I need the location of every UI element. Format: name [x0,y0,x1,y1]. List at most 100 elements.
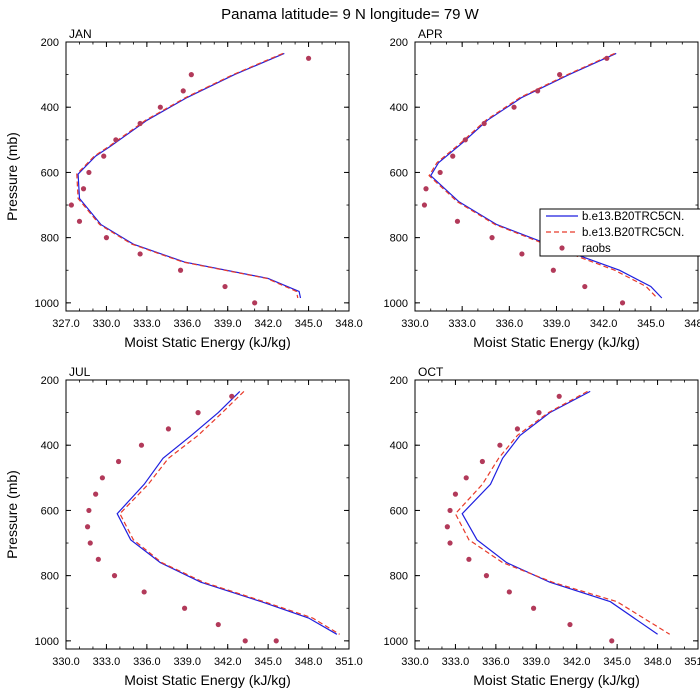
x-tick-label: 351.0 [335,656,363,668]
x-tick-label: 327.0 [52,318,80,330]
y-tick-label: 200 [41,375,59,387]
raobs-point [481,120,487,127]
raobs-point [483,573,490,579]
raobs-point [111,573,118,579]
y-tick-label: 400 [390,440,408,452]
raobs-point [80,186,87,192]
series-line-model1 [77,52,302,299]
x-tick-label: 336.0 [133,656,161,668]
x-tick-label: 342.0 [563,656,591,668]
legend-label-raobs: raobs [582,243,611,255]
raobs-point [604,55,610,61]
raobs-point [101,153,107,159]
raobs-point [619,300,626,306]
y-tick-label: 600 [390,167,408,179]
y-tick-label: 200 [390,375,408,387]
panel-label: OCT [418,365,444,379]
x-tick-label: 348.0 [295,656,323,668]
y-tick-label: 400 [41,440,59,452]
x-tick-label: 333.0 [448,318,476,330]
raobs-point [86,169,92,176]
series-line-model2 [119,390,340,635]
x-tick-label: 345.0 [295,318,323,330]
y-tick-label: 1000 [35,636,59,648]
legend-swatch-raobs [559,245,565,251]
x-tick-label: 330.0 [401,656,429,668]
x-tick-label: 348.0 [644,656,672,668]
raobs-point [252,300,258,306]
series-line-model2 [428,52,658,299]
x-tick-label: 333.0 [442,656,470,668]
plot-frame [414,379,699,650]
y-tick-label: 400 [390,102,408,114]
raobs-point [582,283,588,290]
raobs-point [462,137,468,143]
series-line-model1 [461,390,658,635]
x-tick-label: 345.0 [254,656,282,668]
y-tick-label: 1000 [35,298,59,310]
legend-label-model1: b.e13.B20TRC5CN. [582,211,684,223]
x-tick-label: 348.0 [684,318,700,330]
raobs-point [444,524,450,530]
plot-frame [65,41,350,312]
raobs-point [519,251,525,257]
raobs-point [157,104,163,110]
raobs-point [165,426,172,432]
raobs-point [450,153,456,159]
x-tick-label: 333.0 [93,656,121,668]
x-tick-label: 351.0 [684,656,700,668]
raobs-point [466,556,472,562]
series-line-model2 [454,390,671,635]
y-tick-label: 600 [41,167,59,179]
panel-jan: JAN 327.0 330.0 333.0 336.0 339.0 342.0 345.0 34… [4,27,363,350]
series-line-model1 [116,390,338,635]
raobs-point [103,235,110,241]
raobs-point [530,605,537,611]
x-tick-label: 339.0 [523,656,551,668]
raobs-point [454,218,461,224]
x-axis-title: Moist Static Energy (kJ/kg) [473,334,640,350]
figure-title: Panama latitude= 9 N longitude= 79 W [221,6,480,23]
raobs-point [181,605,188,611]
raobs-point [138,442,145,448]
panel-label: JAN [69,27,92,41]
raobs-point [177,267,184,273]
x-tick-label: 342.0 [214,656,242,668]
x-tick-label: 339.0 [543,318,571,330]
x-tick-label: 336.0 [482,656,510,668]
raobs-point [113,137,119,143]
x-tick-label: 342.0 [254,318,282,330]
x-tick-label: 330.0 [401,318,429,330]
raobs-point [447,507,453,514]
raobs-point [141,589,147,595]
legend: b.e13.B20TRC5CN. b.e13.B20TRC5CN. raobs [539,208,700,257]
raobs-point [222,283,228,290]
y-tick-label: 600 [41,505,59,517]
raobs-point [93,491,99,497]
legend-label-model2: b.e13.B20TRC5CN. [582,227,684,239]
raobs-point [305,55,312,61]
raobs-point [557,72,563,78]
y-tick-label: 600 [390,505,408,517]
plot-frame [65,379,350,650]
raobs-point [452,491,459,497]
raobs-point [273,638,279,644]
raobs-point [511,104,517,110]
x-axis-title: Moist Static Energy (kJ/kg) [124,334,291,350]
x-tick-label: 339.0 [214,318,242,330]
raobs-point [437,169,443,176]
x-tick-label: 348.0 [335,318,363,330]
raobs-point [195,410,201,416]
x-tick-label: 339.0 [174,656,202,668]
x-axis-title: Moist Static Energy (kJ/kg) [473,672,640,688]
series-line-model1 [429,52,663,299]
raobs-point [535,88,541,94]
panel-apr: APR 330.0 333.0 336.0 339.0 342.0 345.0 348.0 20… [384,27,700,350]
plot-frame [414,41,699,312]
raobs-point [188,72,194,78]
raobs-point [76,218,83,224]
y-tick-label: 400 [41,102,59,114]
panels: JAN 327.0 330.0 333.0 336.0 339.0 342.0 345.0 34… [4,27,700,688]
panel-oct: OCT 330.0 333.0 336.0 339.0 342.0 345.0 348.0 35… [384,365,700,688]
